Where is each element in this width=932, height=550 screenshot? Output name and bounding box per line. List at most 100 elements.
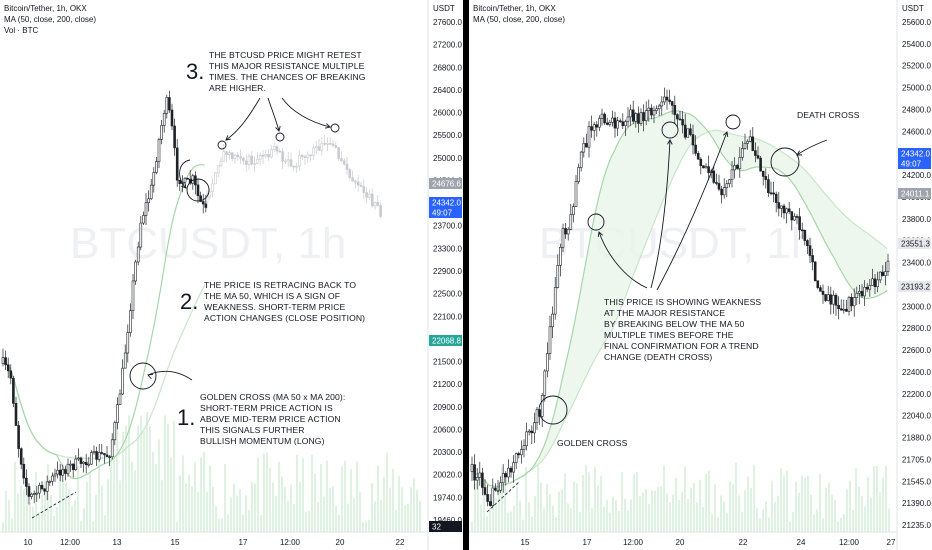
right-y-tick-label: 23400.0 — [902, 259, 931, 268]
svg-text:22068.8: 22068.8 — [432, 337, 461, 346]
left-volume-bar — [341, 466, 343, 532]
left-x-tick-label: 12:00 — [280, 538, 301, 547]
right-weakness-marker-2 — [661, 121, 679, 139]
right-y-tick-label: 22040.0 — [902, 412, 931, 421]
left-time-axis[interactable]: 10 12:00 13 15 17 12:00 20 22 — [0, 531, 428, 547]
left-volume-bar — [158, 438, 160, 532]
left-ghost-candle — [219, 157, 223, 168]
panel-divider[interactable] — [463, 0, 469, 550]
right-volume-bar — [561, 488, 563, 532]
left-volume-bar — [65, 483, 67, 532]
left-volume-bars — [2, 412, 421, 532]
right-candle — [741, 141, 744, 161]
right-x-tick-label: 20 — [676, 538, 685, 547]
left-volume-bar — [362, 521, 364, 532]
right-volume-bar — [801, 475, 803, 532]
left-candle — [35, 486, 39, 502]
right-volume-bar — [474, 482, 476, 532]
right-volume-bar — [633, 474, 635, 532]
left-y-tick-label: 23300.0 — [433, 244, 462, 253]
right-candle — [699, 157, 703, 175]
left-ghost-candle — [289, 152, 293, 168]
left-note-3-line: THE BTCUSD PRICE MIGHT RETEST — [209, 50, 362, 60]
left-volume-indicator-label[interactable]: Vol · BTC — [4, 26, 39, 35]
right-candle — [845, 299, 848, 312]
right-candles — [470, 87, 890, 508]
left-volume-bar — [95, 495, 97, 532]
right-candle — [559, 243, 562, 277]
right-volume-bar — [621, 472, 623, 532]
right-arrow-death-cross — [796, 139, 828, 156]
left-ma-indicator-label[interactable]: MA (50, close, 200, close) — [4, 15, 97, 24]
left-ghost-candle — [373, 201, 377, 210]
left-arrowhead — [275, 126, 281, 132]
right-legend: Bitcoin/Tether, 1h, OKX MA (50, close, 2… — [473, 3, 565, 25]
right-y-tick-label: 22800.0 — [902, 324, 931, 333]
left-ghost-candle — [365, 187, 368, 204]
right-volume-bar — [594, 467, 596, 532]
left-candle — [71, 463, 75, 478]
left-candle — [147, 190, 150, 212]
right-volume-bar — [645, 489, 647, 532]
right-volume-bar — [498, 481, 500, 532]
right-weakness-note-line: THIS PRICE IS SHOWING WEAKNESS — [604, 297, 761, 307]
right-candle — [858, 284, 861, 305]
left-ghost-candle — [275, 144, 279, 155]
right-volume-bar — [870, 497, 872, 532]
left-note-2-line: WEAKNESS. SHORT-TERM PRICE — [204, 302, 346, 312]
right-candle — [572, 203, 575, 223]
right-candle — [475, 468, 479, 490]
right-volume-bar — [558, 491, 560, 532]
left-candle — [92, 445, 96, 455]
right-candle — [855, 286, 859, 306]
right-volume-bar — [822, 518, 824, 532]
left-candle — [17, 421, 20, 458]
left-ghost-candle — [345, 157, 349, 175]
right-candle — [673, 95, 677, 124]
left-candle — [103, 453, 106, 464]
left-note-1-line: GOLDEN CROSS (MA 50 x MA 200): — [200, 392, 345, 402]
right-candle — [865, 283, 869, 293]
left-chart-canvas[interactable]: BTCUSDT, 1h 3. THE BTCUSD PRICE MIGHT RET… — [0, 0, 463, 550]
right-candle — [764, 168, 768, 189]
left-volume-bar — [326, 460, 328, 532]
left-volume-bar — [155, 464, 157, 532]
left-candle — [173, 118, 176, 156]
right-chart-panel[interactable]: Bitcoin/Tether, 1h, OKX MA (50, close, 2… — [469, 0, 932, 550]
left-ghost-candle — [258, 152, 262, 166]
left-candle — [95, 446, 98, 467]
left-ghost-candle — [323, 135, 326, 147]
left-volume-bar — [416, 489, 418, 532]
left-price-tag: 24342.049:07 — [429, 197, 462, 218]
right-ma-indicator-label[interactable]: MA (50, close, 200, close) — [473, 15, 566, 24]
left-volume-bar — [419, 500, 421, 532]
right-volume-bar — [597, 485, 599, 532]
right-volume-bar — [885, 465, 887, 532]
right-volume-bar — [699, 479, 701, 532]
left-volume-bar — [398, 476, 400, 532]
right-candle — [694, 135, 697, 156]
left-volume-bar — [188, 474, 190, 532]
right-time-axis[interactable]: 15 17 12:00 20 22 24 12:00 27 — [469, 531, 897, 547]
right-candle — [579, 150, 583, 172]
left-candle — [12, 375, 15, 407]
right-candle — [483, 479, 487, 496]
right-candle — [642, 104, 645, 132]
right-chart-canvas[interactable]: BTCUSDT, 1h DEATH CROSS GOLDEN CROSS THIS … — [469, 0, 932, 550]
right-candle — [670, 100, 674, 115]
left-chart-panel[interactable]: Bitcoin/Tether, 1h, OKX MA (50, close, 2… — [0, 0, 463, 550]
left-x-tick-label: 22 — [396, 538, 405, 547]
left-candle — [66, 458, 70, 477]
left-candle — [82, 460, 85, 473]
right-price-axis[interactable]: USDT 25600.0 25400.0 25200.0 25000.0 24800.0… — [896, 0, 932, 550]
right-candle — [546, 342, 549, 378]
right-volume-bar — [519, 500, 521, 532]
right-candle — [759, 156, 762, 172]
left-symbol-title[interactable]: Bitcoin/Tether, 1h, OKX — [4, 4, 87, 13]
right-arrow-weakness-3 — [656, 131, 728, 291]
right-candle — [702, 165, 705, 169]
left-price-axis[interactable]: USDT 27600.0 27200.0 26800.0 26400.0 26000.0… — [427, 0, 463, 550]
left-volume-bar — [260, 515, 262, 532]
right-symbol-title[interactable]: Bitcoin/Tether, 1h, OKX — [473, 4, 556, 13]
right-weakness-note-line: BY BREAKING BELOW THE MA 50 — [604, 319, 745, 329]
